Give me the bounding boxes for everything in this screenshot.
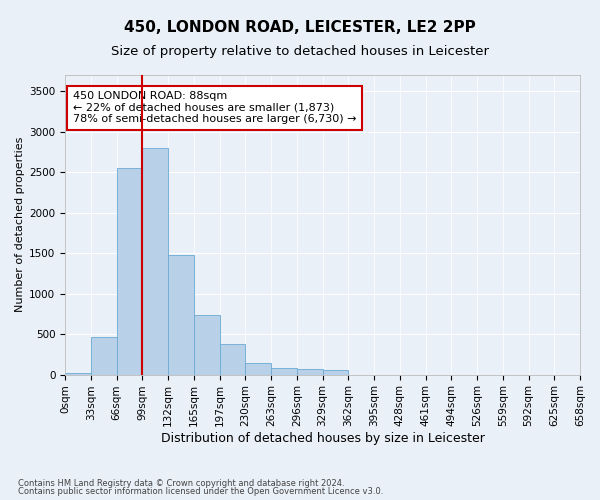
Bar [323, 370, 349, 374]
Bar [168, 255, 194, 374]
Bar [91, 338, 116, 374]
Bar [271, 368, 297, 374]
Text: Size of property relative to detached houses in Leicester: Size of property relative to detached ho… [111, 45, 489, 58]
Text: Contains HM Land Registry data © Crown copyright and database right 2024.: Contains HM Land Registry data © Crown c… [18, 478, 344, 488]
Bar [194, 314, 220, 374]
Bar [245, 364, 271, 374]
Text: 450, LONDON ROAD, LEICESTER, LE2 2PP: 450, LONDON ROAD, LEICESTER, LE2 2PP [124, 20, 476, 35]
Y-axis label: Number of detached properties: Number of detached properties [15, 137, 25, 312]
Bar [142, 148, 168, 374]
Bar [297, 368, 323, 374]
Bar [116, 168, 142, 374]
Text: Contains public sector information licensed under the Open Government Licence v3: Contains public sector information licen… [18, 487, 383, 496]
Bar [220, 344, 245, 374]
Bar [65, 372, 91, 374]
Text: 450 LONDON ROAD: 88sqm
← 22% of detached houses are smaller (1,873)
78% of semi-: 450 LONDON ROAD: 88sqm ← 22% of detached… [73, 91, 356, 124]
X-axis label: Distribution of detached houses by size in Leicester: Distribution of detached houses by size … [161, 432, 485, 445]
